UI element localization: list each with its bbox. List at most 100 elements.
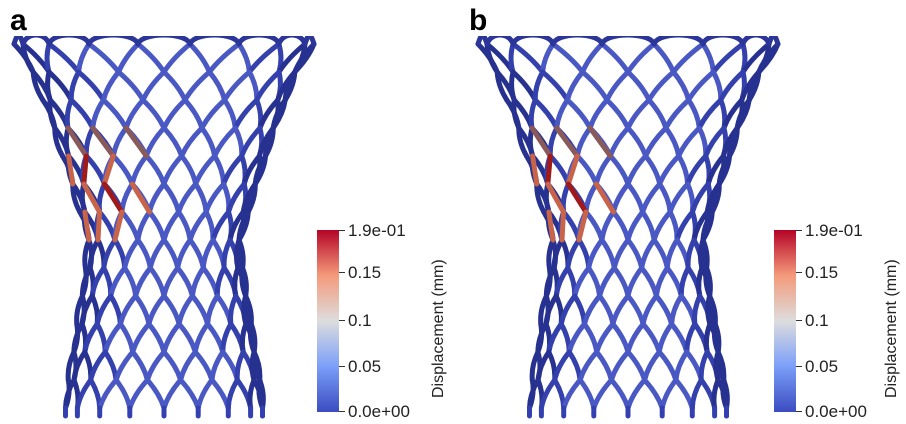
stent-crown (236, 36, 282, 47)
stent-strut (90, 97, 106, 131)
colorbar-tick-a-0 (339, 230, 345, 231)
stent-crown (46, 36, 92, 47)
stent-strut (670, 69, 692, 103)
stent-strut (161, 209, 182, 243)
stent-strut-hot (565, 181, 589, 215)
stent-strut (673, 377, 695, 411)
stent-crown (599, 36, 657, 47)
stent-strut (653, 293, 675, 327)
stent-strut (586, 237, 605, 271)
stent-strut (700, 209, 715, 243)
stent-strut (76, 69, 106, 103)
stent-strut (611, 265, 631, 299)
stent-strut (508, 41, 516, 75)
stent-strut (292, 41, 317, 75)
stent-strut (46, 41, 82, 75)
colorbar-tick-a-2 (339, 320, 345, 321)
stent-strut (161, 69, 188, 103)
colorbar-title-b: Displacement (mm) (883, 259, 900, 398)
stent-strut (610, 209, 631, 243)
stent-strut (221, 237, 233, 271)
stent-strut (119, 209, 141, 243)
stent-strut (242, 293, 254, 327)
colorbar-tick-a-1 (339, 272, 345, 273)
stent-strut (176, 181, 199, 215)
stent-strut (68, 97, 96, 131)
stent-strut (82, 321, 100, 355)
stent-strut (146, 209, 167, 243)
colorbar-tick-b-3 (796, 366, 802, 367)
stent-strut (558, 293, 578, 327)
stent-strut (574, 153, 599, 187)
stent-crown (651, 36, 706, 47)
colorbar-tick-label-b-0: 1.9e-01 (805, 221, 863, 240)
stent-figure-b (475, 36, 781, 419)
stent-strut (176, 293, 195, 327)
stent-strut (179, 153, 199, 187)
colorbar-tick-b-0 (796, 230, 802, 231)
stent-strut (706, 293, 718, 327)
stent-strut (232, 97, 260, 131)
stent-strut (102, 349, 119, 383)
colorbar-tick-b-2 (796, 320, 802, 321)
stent-strut (651, 41, 676, 75)
stent-strut (221, 153, 245, 187)
stent-strut-hot (90, 125, 116, 159)
stent-strut (657, 153, 682, 187)
stent-strut (108, 265, 128, 299)
stent-strut (625, 125, 649, 159)
stent-strut (604, 69, 631, 103)
stent-strut (640, 321, 662, 355)
stent-strut-hot (95, 209, 102, 243)
stent-strut (161, 181, 182, 215)
stent-crown (20, 36, 52, 47)
panel-a: a 1.9e-01 0.15 0.1 0.05 0.0e+00 Displace… (10, 4, 447, 420)
stent-strut (176, 321, 198, 355)
stent-strut (246, 69, 260, 103)
stent-strut (246, 41, 282, 75)
stent-strut (565, 237, 582, 271)
stent-strut (540, 41, 556, 75)
stent-strut (642, 349, 662, 383)
stent-strut (203, 181, 227, 215)
stent-strut (639, 265, 659, 299)
stent-strut-hot (82, 209, 92, 243)
stent-strut (625, 293, 646, 327)
stent-strut (212, 125, 238, 159)
colorbar-tick-label-b-4: 0.0e+00 (805, 402, 867, 421)
stent-strut (116, 69, 146, 103)
colorbar-tick-label-a-3: 0.05 (348, 357, 382, 376)
stent-strut (664, 237, 680, 271)
stent-crown (700, 36, 746, 47)
stent-strut (187, 41, 212, 75)
stent-strut (580, 69, 610, 103)
stent-strut (108, 293, 123, 327)
stent-strut (642, 377, 665, 411)
stent-strut (200, 237, 216, 271)
stent-strut (640, 293, 659, 327)
stent-strut (193, 153, 218, 187)
stent-strut (716, 153, 732, 187)
stent-strut (140, 97, 167, 131)
stent-strut (147, 237, 167, 271)
stent-strut (594, 321, 616, 355)
stent-strut (581, 321, 600, 355)
colorbar-tick-label-a-1: 0.15 (348, 263, 382, 282)
stent-strut (199, 97, 228, 131)
stent-strut (68, 69, 82, 103)
stent-strut (195, 377, 215, 411)
stent-strut (235, 237, 246, 271)
stent-strut-hot (65, 125, 89, 159)
stent-strut (646, 97, 669, 131)
stent-figure-a (11, 36, 317, 419)
stent-strut (182, 97, 205, 131)
stent-strut (547, 153, 571, 187)
stent-strut (608, 349, 631, 383)
stent-strut (88, 349, 108, 383)
stent-strut (122, 237, 141, 271)
stent-strut (678, 265, 691, 299)
stent-strut (572, 265, 592, 299)
stent-strut (700, 41, 716, 75)
stent-strut (625, 181, 646, 215)
stent-strut (88, 377, 103, 411)
